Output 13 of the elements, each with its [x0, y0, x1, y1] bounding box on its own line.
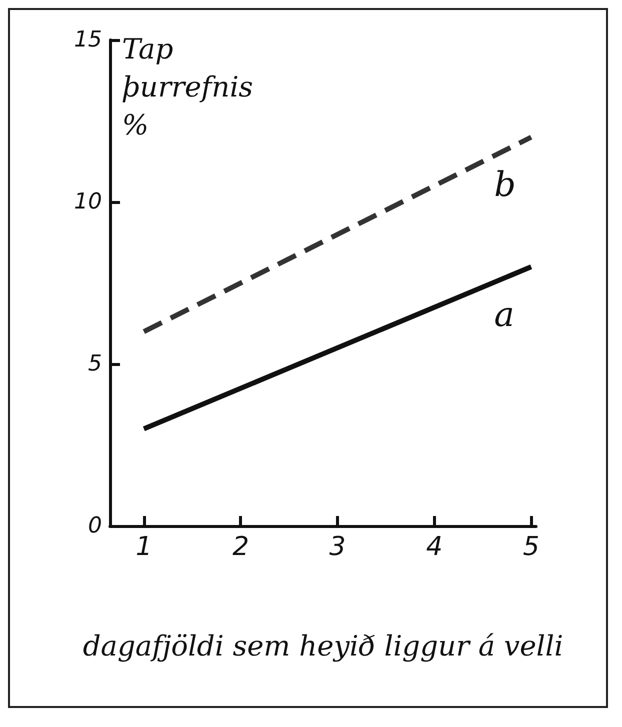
y-tick-label: 5 — [88, 352, 102, 376]
x-tick-label: 1 — [136, 532, 152, 562]
y-tick-label: 10 — [74, 190, 102, 214]
x-tick-label: 2 — [232, 532, 249, 562]
x-tick-label: 4 — [426, 532, 443, 562]
series-label: b — [494, 165, 516, 206]
x-tick-label: 5 — [522, 532, 540, 562]
series-label: a — [494, 294, 514, 335]
y-axis-title: Tap þurrefnis % — [122, 32, 262, 142]
y-tick-label: 0 — [88, 514, 102, 538]
y-tick-label: 15 — [74, 28, 102, 52]
x-tick-label: 3 — [329, 532, 346, 562]
x-axis-title: dagafjöldi sem heyið liggur á velli — [82, 630, 564, 662]
